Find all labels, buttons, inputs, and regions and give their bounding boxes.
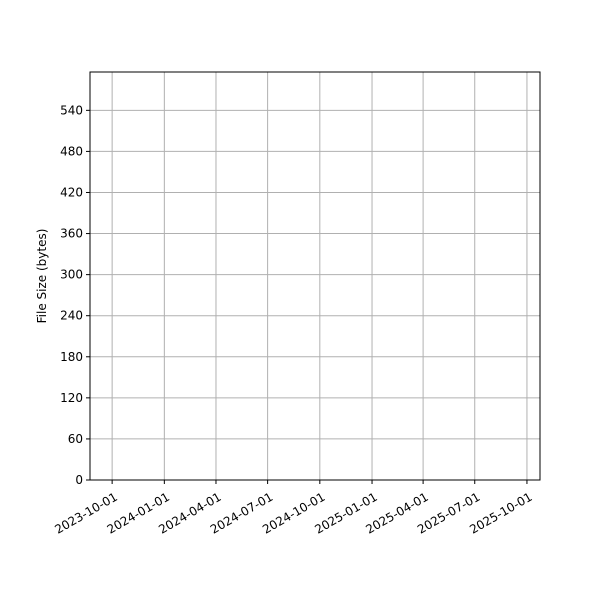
x-axis: 2023-10-012024-01-012024-04-012024-07-01… bbox=[52, 480, 535, 537]
y-tick-label: 480 bbox=[60, 144, 83, 158]
y-tick-label: 180 bbox=[60, 350, 83, 364]
grid bbox=[90, 72, 540, 481]
y-tick-label: 360 bbox=[60, 227, 83, 241]
y-tick-label: 300 bbox=[60, 268, 83, 282]
y-axis: 0 60 120 180 240 300 360 420 480 540 bbox=[60, 103, 90, 487]
y-tick-label: 540 bbox=[60, 103, 83, 117]
axes-frame bbox=[89, 71, 541, 481]
y-tick-label: 0 bbox=[75, 473, 83, 487]
y-tick-label: 420 bbox=[60, 185, 83, 199]
y-tick-label: 120 bbox=[60, 391, 83, 405]
y-axis-label: File Size (bytes) bbox=[35, 229, 49, 324]
y-tick-label: 60 bbox=[68, 432, 83, 446]
y-tick-label: 240 bbox=[60, 309, 83, 323]
